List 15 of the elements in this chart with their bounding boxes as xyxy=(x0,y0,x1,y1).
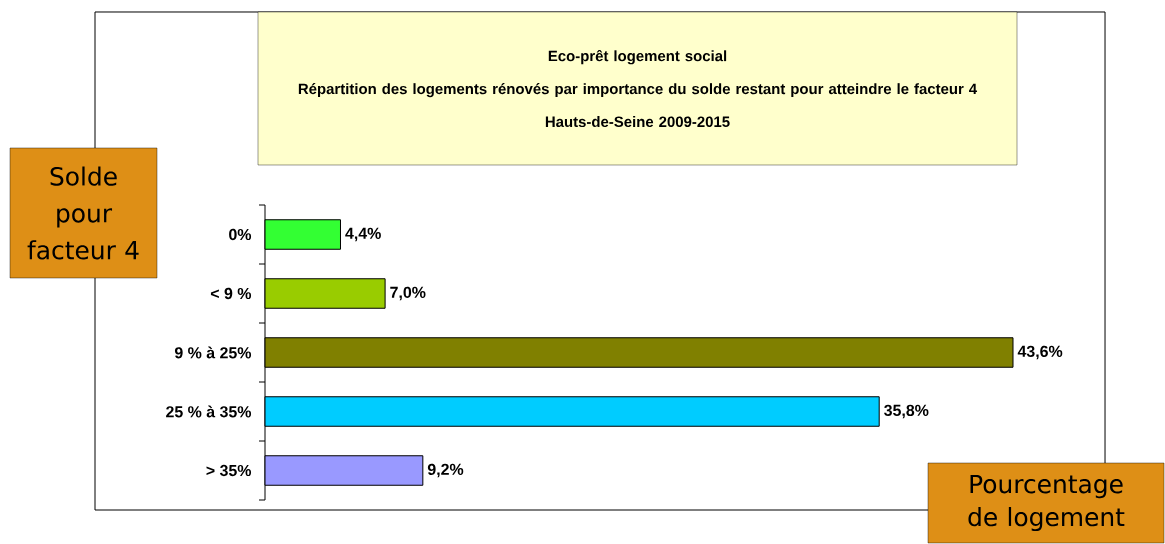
y-tick-label: > 35% xyxy=(206,464,252,477)
data-label: 35,8% xyxy=(884,404,929,419)
chart-subtitle: Répartition des logements rénovés par importance du solde restant pour atteindre le facteur 4 xyxy=(298,83,978,98)
x-axis-title: Pourcentage de logement xyxy=(968,474,1125,532)
data-label: 43,6% xyxy=(1017,345,1063,360)
text: Hauts-de-Seine 2009-2015 xyxy=(545,116,730,128)
y-tick-label: 9 % à 25% xyxy=(174,346,252,359)
data-label: 7,0% xyxy=(390,286,426,301)
y-tick-label: 25 % à 35% xyxy=(166,405,252,418)
data-label: 4,4% xyxy=(345,227,381,242)
y-tick-label: < 9 % xyxy=(210,287,252,300)
chart-title: Eco-prêt logement social xyxy=(548,49,727,65)
data-label: 9,2% xyxy=(427,463,464,478)
y-tick-label: 0% xyxy=(229,228,252,241)
y-axis-title: Solde pour facteur 4 xyxy=(27,166,139,260)
